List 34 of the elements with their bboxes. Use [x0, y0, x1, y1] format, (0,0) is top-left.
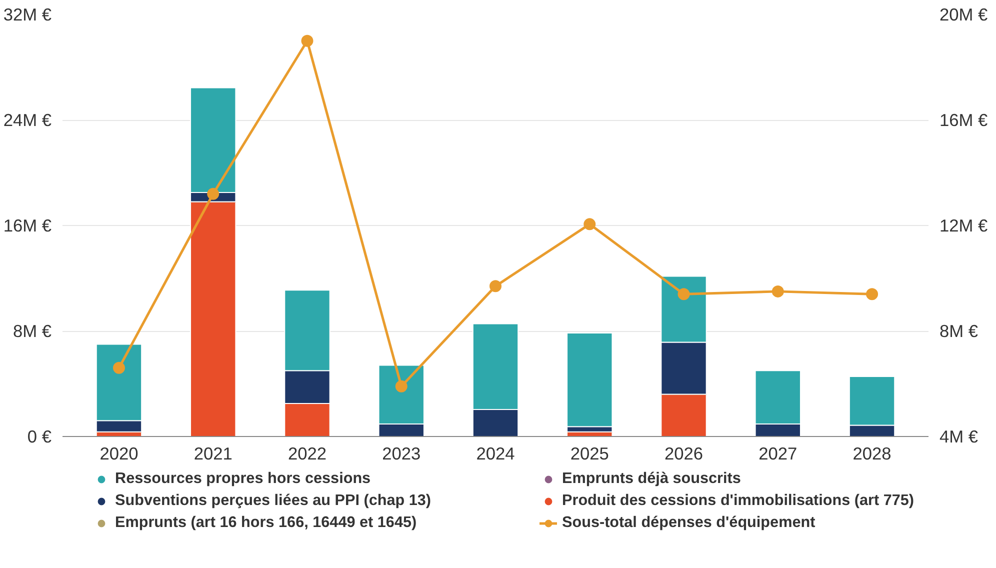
point	[490, 280, 502, 292]
point	[772, 285, 784, 298]
x-tick-label: 2021	[194, 444, 232, 464]
y-tick-label: 16M €	[3, 216, 52, 236]
legend-label: Emprunts déjà souscrits	[562, 470, 742, 488]
x-tick-label: 2020	[100, 444, 138, 464]
x-tick-label: 2026	[664, 444, 704, 464]
legend-label: Produit des cessions d'immobilisations (art 775)	[562, 492, 916, 510]
point	[301, 34, 314, 47]
x-tick-label: 2027	[758, 444, 798, 464]
legend-label: Emprunts (art 16 hors 166, 16449 et 1645)	[115, 514, 418, 532]
y-tick-label: 8M €	[12, 321, 52, 341]
x-tick-label: 2022	[288, 444, 327, 464]
y2-tick-label: 16M €	[940, 110, 988, 130]
x-tick-label: 2023	[382, 444, 421, 464]
legend-label: Ressources propres hors cessions	[115, 470, 372, 488]
y2-tick-label: 4M €	[940, 426, 978, 446]
y-tick-label: 24M €	[3, 110, 52, 130]
legend-label: Subventions perçues liées au PPI (chap 13)	[115, 492, 432, 510]
y2-tick-label: 8M €	[940, 321, 978, 341]
point	[866, 288, 878, 300]
y2-tick-label: 12M €	[940, 216, 988, 236]
x-tick-label: 2028	[852, 444, 892, 464]
x-tick-label: 2024	[476, 444, 516, 464]
y-tick-label: 32M €	[3, 4, 52, 24]
point	[112, 362, 125, 374]
y-tick-label: 0 €	[27, 426, 52, 446]
y2-tick-label: 20M €	[940, 4, 988, 24]
point	[395, 380, 408, 392]
point	[207, 188, 220, 200]
x-tick-label: 2025	[570, 444, 609, 464]
legend-label: Sous-total dépenses d'équipement	[562, 514, 816, 532]
point	[678, 288, 690, 300]
point	[584, 218, 596, 230]
